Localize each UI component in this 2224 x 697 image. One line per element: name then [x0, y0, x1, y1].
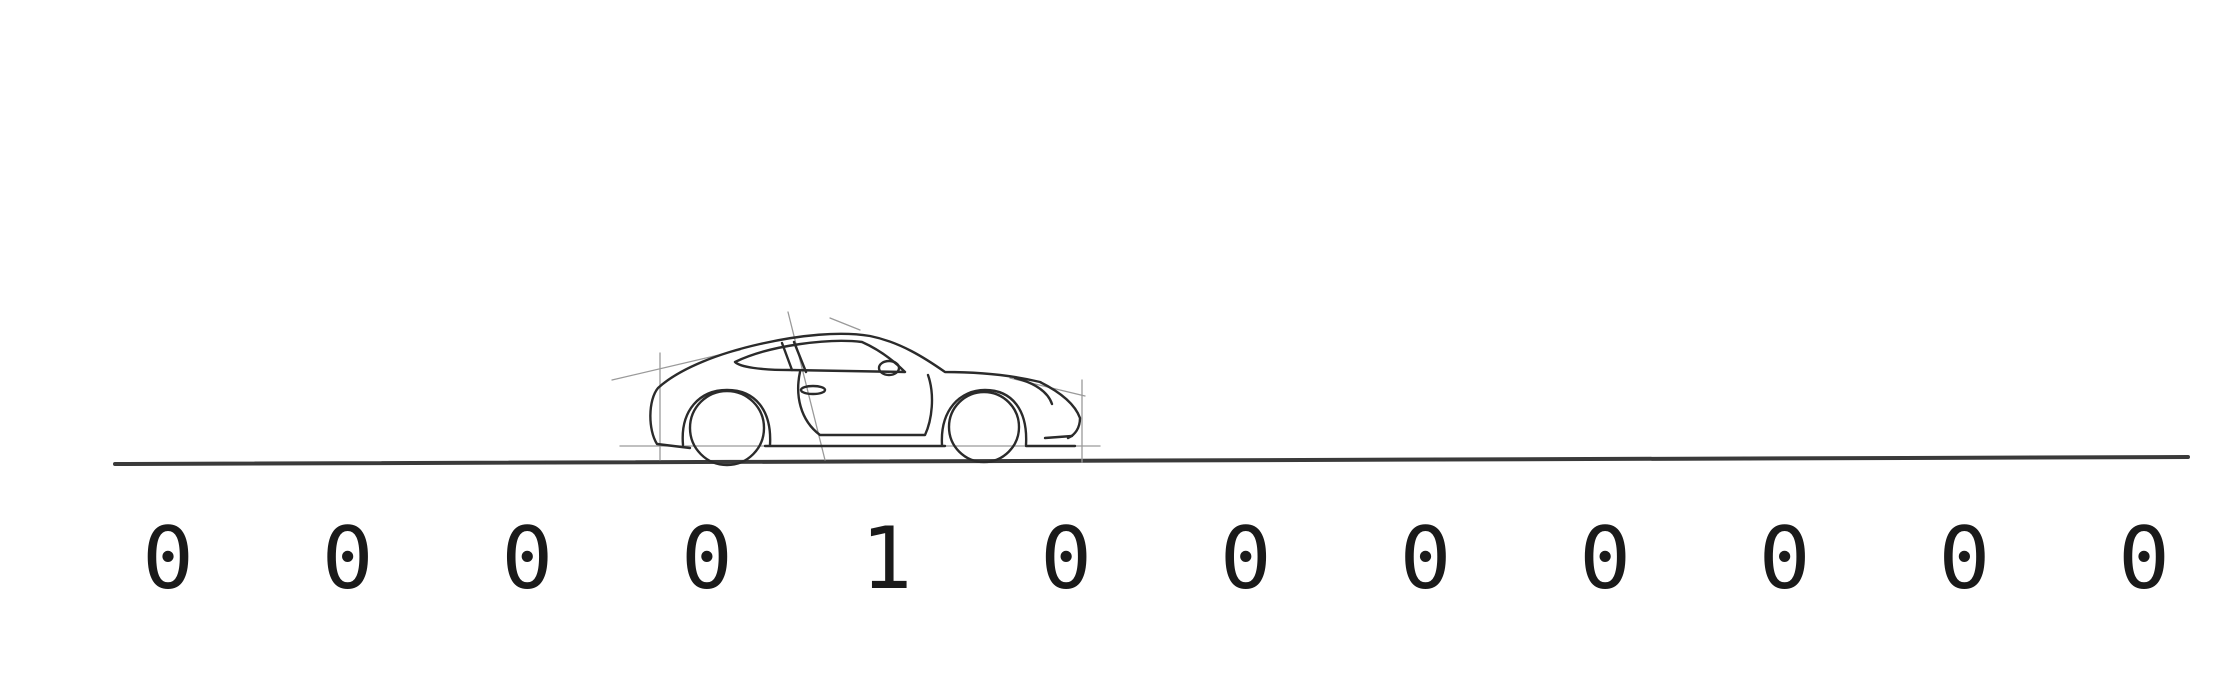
- window-pillar: [780, 341, 794, 372]
- digit-cell: 0: [1220, 509, 1272, 609]
- front-bumper: [1043, 434, 1074, 440]
- digit-cell: 0: [1579, 509, 1631, 609]
- digit-cell: 0: [1939, 509, 1991, 609]
- rear-wheel: [688, 389, 766, 467]
- digit-cell: 0: [681, 509, 733, 609]
- digit-cell: 0: [2118, 509, 2170, 609]
- car-door-line: [797, 370, 934, 437]
- headlight: [1013, 376, 1054, 406]
- front-wheel: [947, 390, 1021, 464]
- front-wheel-arch: [940, 388, 1028, 447]
- car-body-outline: [649, 332, 1082, 450]
- sports-car-sketch-icon: [611, 311, 1101, 467]
- digit-cell: 0: [1759, 509, 1811, 609]
- side-mirror: [877, 359, 901, 377]
- digit-cell: 1: [861, 509, 913, 609]
- door-handle: [799, 384, 827, 396]
- digit-cell: 0: [1400, 509, 1452, 609]
- ground-line: [113, 455, 2190, 466]
- digit-cell: 0: [501, 509, 553, 609]
- car-window: [733, 339, 907, 374]
- digit-row: 0 0 0 0 1 0 0 0 0 0 0 0: [142, 509, 2170, 609]
- digit-cell: 0: [322, 509, 374, 609]
- digit-cell: 0: [142, 509, 194, 609]
- digit-cell: 0: [1040, 509, 1092, 609]
- rear-wheel-arch: [681, 388, 772, 447]
- b-pillar: [792, 340, 808, 374]
